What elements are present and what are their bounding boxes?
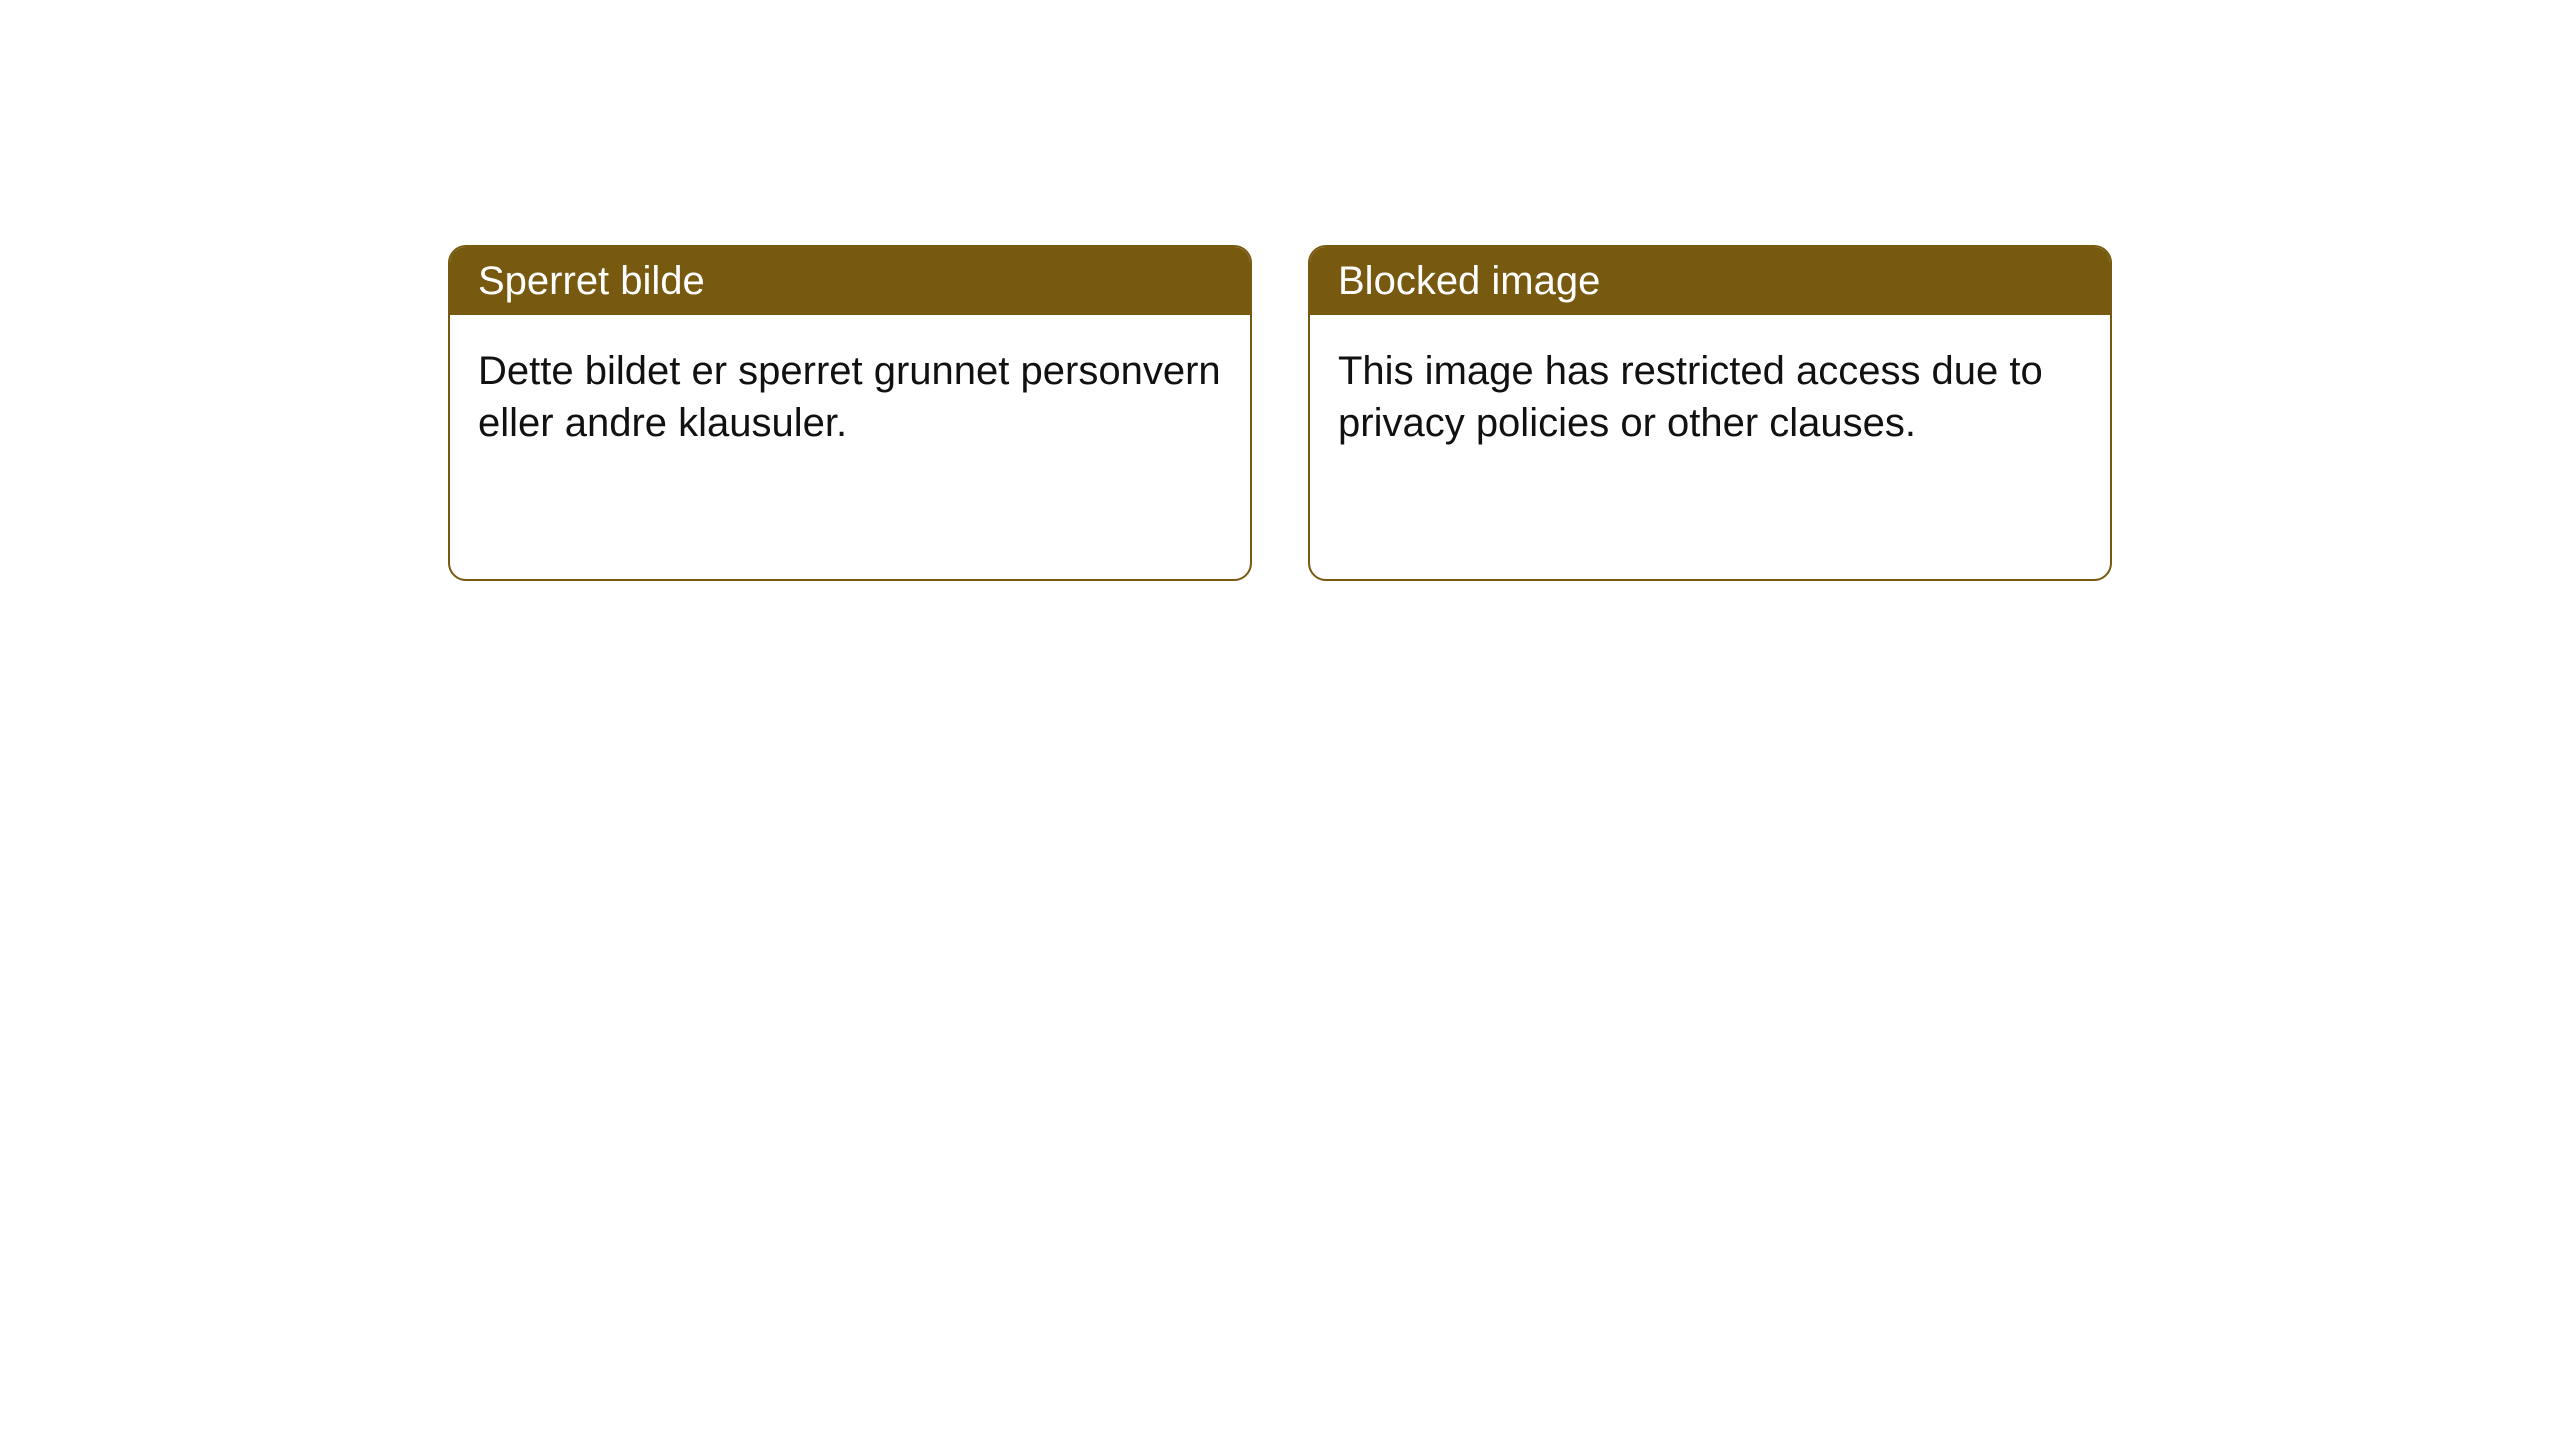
- card-header: Blocked image: [1310, 247, 2110, 315]
- blocked-image-card-en: Blocked image This image has restricted …: [1308, 245, 2112, 581]
- card-body: Dette bildet er sperret grunnet personve…: [450, 315, 1250, 479]
- blocked-image-card-no: Sperret bilde Dette bildet er sperret gr…: [448, 245, 1252, 581]
- card-body: This image has restricted access due to …: [1310, 315, 2110, 479]
- notice-container: Sperret bilde Dette bildet er sperret gr…: [0, 0, 2560, 581]
- card-header: Sperret bilde: [450, 247, 1250, 315]
